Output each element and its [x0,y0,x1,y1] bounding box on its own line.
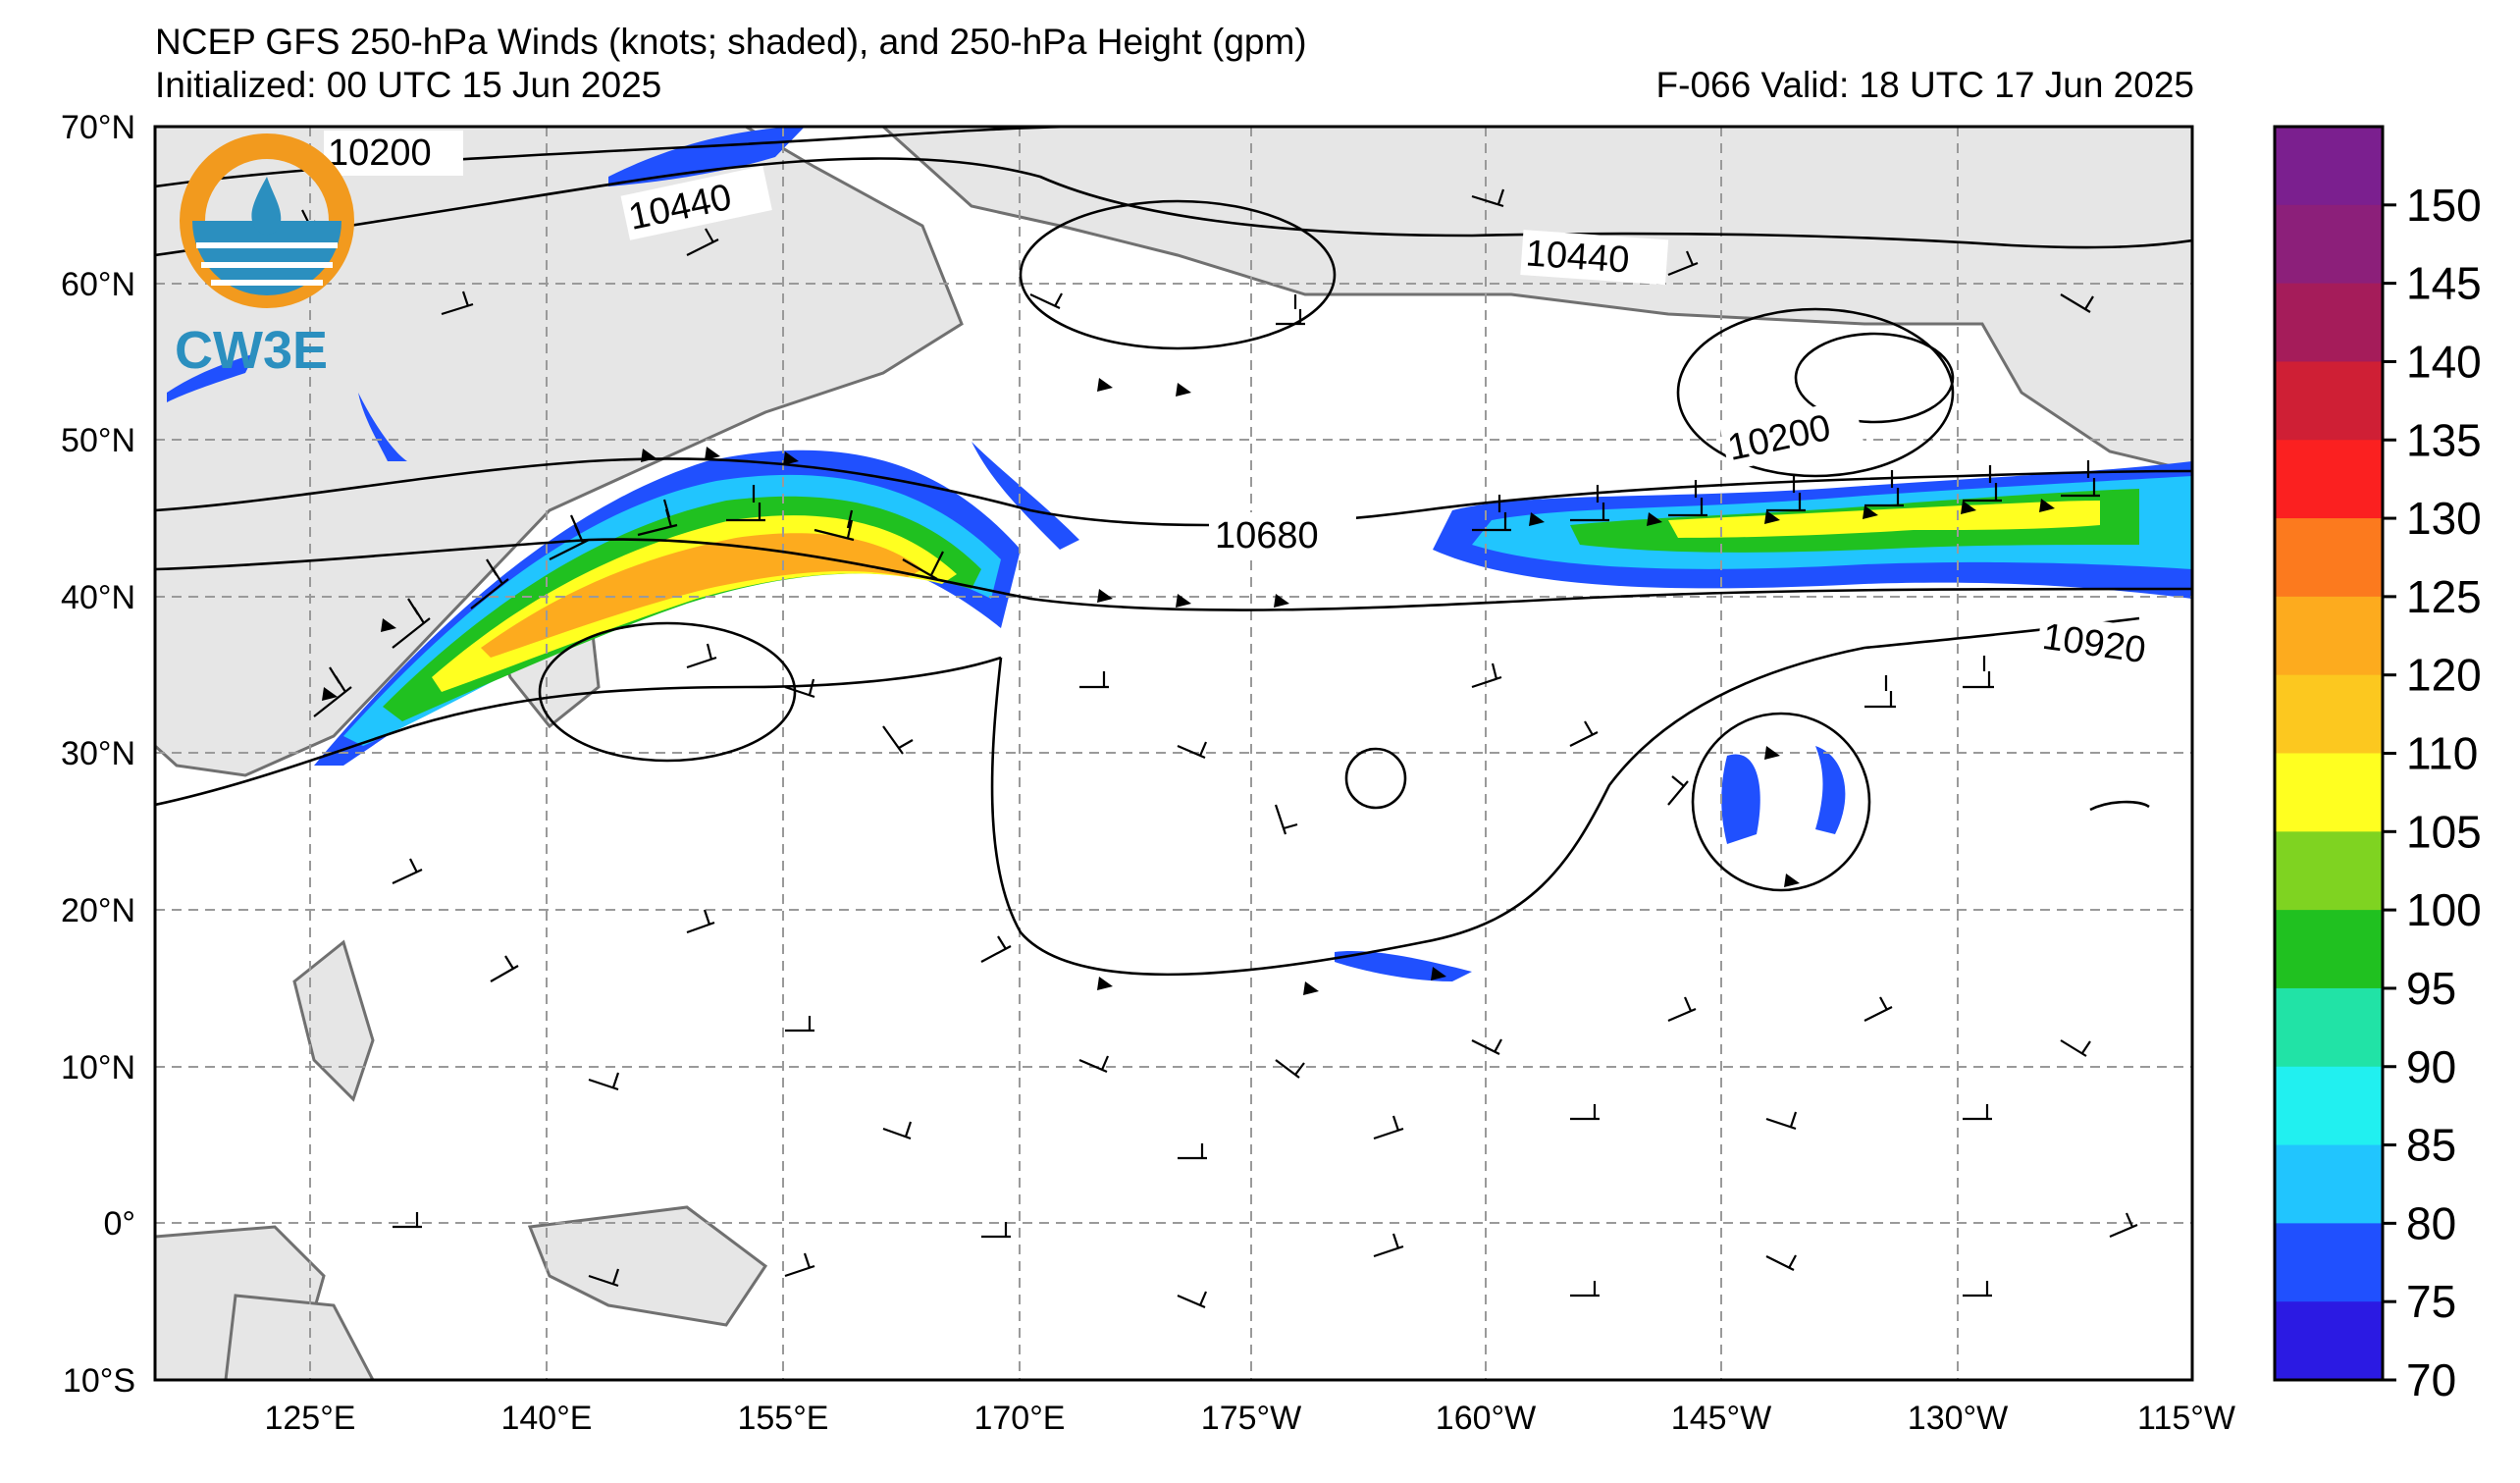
contour-10200-west [155,127,1080,188]
land-new-guinea [527,1205,768,1327]
land-masses [155,127,2192,1380]
contour-10440 [155,157,2192,257]
colorbar-tick-label: 140 [2406,336,2482,387]
contour-10680-south [155,538,2192,611]
lon-label: 175°W [1201,1400,1301,1437]
init-time: Initialized: 00 UTC 15 Jun 2025 [155,65,662,105]
colorbar-tick-label: 120 [2406,650,2482,701]
colorbar-swatch [2275,1301,2383,1381]
colorbar-swatch [2275,987,2383,1068]
map-frame [153,125,2194,1382]
lon-label: 130°W [1908,1400,2008,1437]
colorbar-swatch [2275,283,2383,362]
logo-text: CW3E [175,321,328,380]
colorbar-tick-label: 125 [2406,571,2482,622]
contour-label-10440-east: 10440 [1524,233,1630,281]
colorbar-tick-label: 100 [2406,884,2482,935]
lon-label: 140°E [500,1400,592,1437]
colorbar [2275,127,2383,1381]
colorbar-swatch [2275,1144,2383,1224]
chart-title: NCEP GFS 250-hPa Winds (knots; shaded), … [155,22,1307,62]
colorbar-swatch [2275,361,2383,441]
lon-label: 155°E [737,1400,828,1437]
colorbar-swatch [2275,440,2383,519]
colorbar-tick-label: 150 [2406,180,2482,231]
contour-labels: 10200 10440 10440 10200 10680 10920 [324,131,2186,678]
lon-label: 115°W [2137,1400,2235,1437]
colorbar-tick-label: 130 [2406,493,2482,544]
lon-label: 170°E [973,1400,1065,1437]
contour-label-10680: 10680 [1215,515,1319,556]
longitude-labels: 125°E 140°E 155°E 170°E 175°W 160°W 145°… [264,1400,2234,1437]
flag-markers [322,378,2055,995]
colorbar-swatch [2275,910,2383,989]
colorbar-tick-label: 135 [2406,414,2482,465]
colorbar-swatch [2275,753,2383,832]
colorbar-ticks: 150 145 140 135 130 125 120 110 105 100 95 90 85 80 75… [2383,180,2482,1405]
lat-label: 30°N [61,735,135,772]
colorbar-swatch [2275,1066,2383,1146]
colorbar-tick-label: 105 [2406,806,2482,857]
colorbar-swatch [2275,674,2383,754]
lon-label: 125°E [264,1400,355,1437]
colorbar-tick-label: 95 [2406,963,2456,1014]
valid-time: F-066 Valid: 18 UTC 17 Jun 2025 [1655,65,2194,105]
colorbar-tick-label: 80 [2406,1197,2456,1248]
graticule [155,127,2192,1380]
lat-label: 40°N [61,579,135,616]
contour-label-10200-west: 10200 [328,132,432,174]
lon-label: 145°W [1671,1400,1771,1437]
lat-label: 50°N [61,422,135,459]
latitude-labels: 70°N 60°N 50°N 40°N 30°N 20°N 10°N 0° 10… [61,109,135,1400]
contour-10920-west [155,656,1002,807]
colorbar-swatch [2275,1223,2383,1302]
cw3e-logo: CW3E [175,133,354,380]
lat-label: 20°N [61,892,135,929]
colorbar-tick-label: 85 [2406,1120,2456,1171]
colorbar-tick-label: 110 [2406,728,2478,779]
colorbar-swatch [2275,831,2383,911]
height-contours [155,127,2192,977]
land-sulawesi [224,1294,375,1380]
contour-10920-main [990,616,2140,977]
colorbar-tick-label: 90 [2406,1041,2456,1092]
colorbar-tick-label: 70 [2406,1354,2456,1405]
colorbar-swatch [2275,127,2383,206]
land-asia [155,127,964,777]
wind-barbs [293,188,2138,1309]
colorbar-tick-label: 145 [2406,258,2482,309]
lat-label: 0° [103,1205,135,1243]
colorbar-tick-label: 75 [2406,1276,2456,1327]
lat-label: 10°N [61,1049,135,1086]
lat-label: 10°S [63,1362,135,1400]
contour-10680-north [155,457,2192,527]
lon-label: 160°W [1436,1400,1536,1437]
lat-label: 70°N [61,109,135,146]
colorbar-swatch [2275,518,2383,598]
colorbar-swatch [2275,204,2383,285]
lat-label: 60°N [61,266,135,303]
colorbar-swatch [2275,596,2383,676]
